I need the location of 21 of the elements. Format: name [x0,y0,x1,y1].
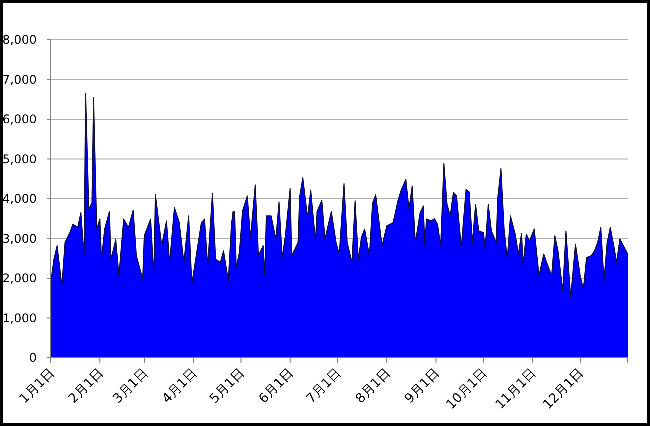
x-tick-label: 4月1日 [160,366,200,407]
x-tick-label: 3月1日 [110,366,152,407]
y-tick-label: 4,000 [2,192,37,206]
x-tick-label: 6月1日 [256,366,298,407]
y-tick-label: 3,000 [2,232,37,246]
y-tick-label: 0 [29,351,37,365]
x-tick-label: 8月1日 [353,366,394,407]
x-tick-label: 9月1日 [402,366,444,407]
x-tick-label: 10月1日 [444,366,491,413]
y-tick-label: 6,000 [2,112,37,126]
y-tick-label: 2,000 [2,272,37,286]
x-tick-label: 2月1日 [66,366,107,407]
x-tick-label: 1月1日 [17,366,58,407]
y-tick-label: 5,000 [2,152,37,166]
x-tick-label: 7月1日 [304,366,345,407]
x-tick-label: 5月1日 [207,366,248,407]
y-tick-label: 8,000 [2,33,37,47]
x-tick-label: 11月1日 [493,366,540,413]
y-tick-label: 7,000 [2,72,37,87]
y-tick-label: 1,000 [2,311,37,326]
x-tick-label: 12月1日 [540,366,588,413]
